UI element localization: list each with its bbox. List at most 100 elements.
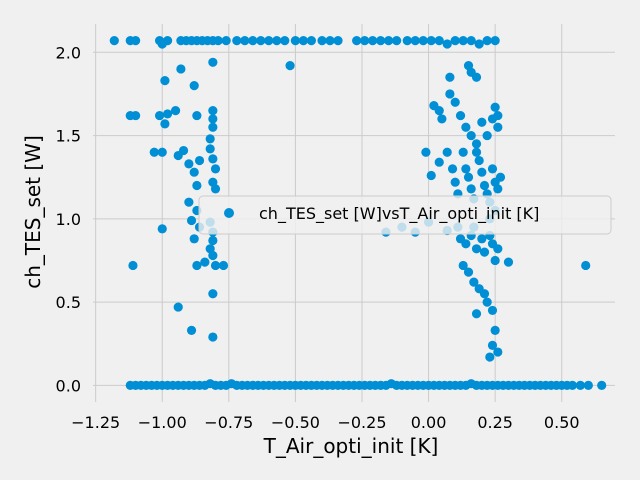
data-point <box>192 180 202 191</box>
data-point <box>471 309 482 319</box>
data-point <box>208 250 218 261</box>
x-tick-label: −0.75 <box>204 413 253 432</box>
data-point <box>450 177 460 187</box>
data-point <box>490 325 500 335</box>
y-axis-label: ch_TES_set [W] <box>21 135 45 289</box>
data-point <box>184 159 194 169</box>
data-point <box>272 36 282 46</box>
data-point <box>240 36 250 46</box>
data-point <box>208 57 218 67</box>
data-point <box>298 36 308 46</box>
x-tick-label: 0.00 <box>411 413 447 432</box>
data-point <box>280 36 290 46</box>
data-point <box>384 36 394 46</box>
data-point <box>189 167 199 177</box>
data-point <box>442 39 452 49</box>
data-point <box>162 36 173 46</box>
y-tick-label: 1.5 <box>56 127 81 146</box>
data-point <box>426 36 436 46</box>
data-point <box>208 122 218 132</box>
data-point <box>450 97 460 107</box>
data-point <box>463 172 474 182</box>
legend-box <box>198 195 612 235</box>
data-point <box>157 147 167 157</box>
data-point <box>434 36 444 46</box>
data-point <box>410 36 420 46</box>
data-point <box>392 36 402 46</box>
data-point <box>487 340 498 350</box>
data-point <box>442 147 452 157</box>
data-point <box>149 147 159 157</box>
y-tick-label: 0.5 <box>56 293 81 312</box>
data-point <box>458 147 468 157</box>
data-point <box>162 109 173 119</box>
data-point <box>186 215 197 226</box>
data-point <box>450 36 460 46</box>
data-point <box>285 61 295 71</box>
data-point <box>208 332 218 342</box>
data-point <box>208 105 218 116</box>
data-point <box>493 184 503 194</box>
data-point <box>189 234 199 244</box>
data-point <box>170 105 181 116</box>
data-point <box>479 289 490 299</box>
data-point <box>575 380 585 390</box>
data-point <box>471 139 482 149</box>
data-point <box>461 164 471 174</box>
data-point <box>205 144 215 154</box>
data-point <box>186 325 197 335</box>
data-point <box>192 110 202 121</box>
data-point <box>157 224 167 234</box>
data-point <box>482 130 492 141</box>
data-point <box>131 110 141 121</box>
data-point <box>493 110 503 121</box>
data-point <box>178 145 189 156</box>
data-point <box>471 147 482 157</box>
data-point <box>208 235 218 246</box>
data-point <box>200 257 210 267</box>
data-point <box>256 36 266 46</box>
data-point <box>184 197 194 207</box>
data-point <box>482 36 492 46</box>
data-point <box>471 244 482 254</box>
x-tick-label: −0.25 <box>337 413 386 432</box>
data-point <box>445 89 455 99</box>
data-point <box>154 110 165 121</box>
data-point <box>368 36 378 46</box>
legend-marker <box>224 208 234 218</box>
data-point <box>333 36 343 46</box>
data-point <box>474 155 484 166</box>
data-point <box>471 72 482 82</box>
legend: ch_TES_set [W]vsT_Air_opti_init [K] <box>198 195 612 235</box>
data-point <box>466 130 476 141</box>
data-point <box>583 380 593 390</box>
data-point <box>160 119 170 129</box>
x-axis-label: T_Air_opti_init [K] <box>263 434 439 458</box>
data-point <box>248 36 258 46</box>
data-point <box>482 297 492 307</box>
data-point <box>493 122 503 132</box>
data-point <box>485 352 495 362</box>
data-point <box>474 39 484 49</box>
data-point <box>317 36 327 46</box>
data-point <box>306 36 316 46</box>
data-point <box>455 110 466 121</box>
data-point <box>208 289 218 299</box>
data-point <box>376 36 386 46</box>
data-point <box>487 164 498 174</box>
data-point <box>487 305 498 316</box>
data-point <box>128 260 138 271</box>
data-point <box>477 234 487 244</box>
data-point <box>469 277 479 287</box>
x-tick-labels: −1.25 −1.00 −0.75 −0.50 −0.25 0.00 0.25 0.50 <box>71 413 579 432</box>
data-point <box>463 61 474 71</box>
data-point <box>447 164 458 174</box>
data-point <box>208 154 218 164</box>
x-tick-label: 0.25 <box>477 413 513 432</box>
y-tick-label: 2.0 <box>56 43 81 62</box>
data-point <box>131 36 141 46</box>
data-point <box>352 36 362 46</box>
x-tick-label: 0.50 <box>544 413 580 432</box>
